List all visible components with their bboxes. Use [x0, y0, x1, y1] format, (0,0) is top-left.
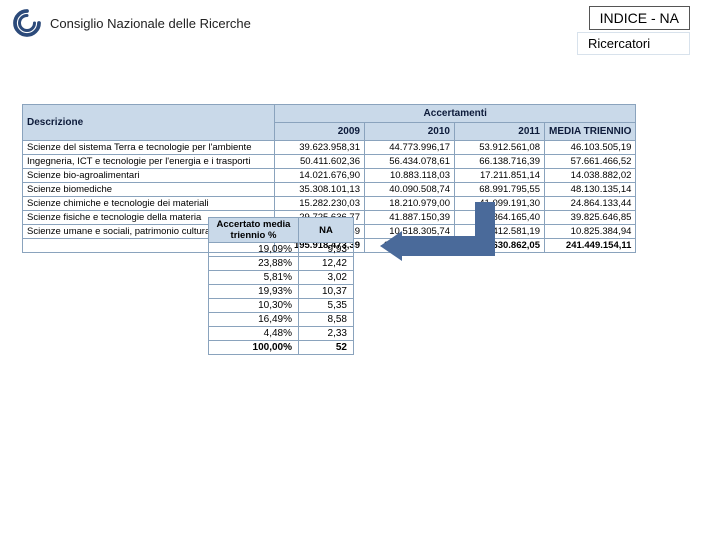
value-cell: 19,93% [209, 285, 299, 299]
header: Consiglio Nazionale delle Ricerche INDIC… [0, 0, 720, 46]
col-na: NA [299, 218, 354, 243]
arrow-horizontal [400, 236, 495, 256]
value-cell: 41.887.150,39 [365, 211, 455, 225]
value-cell: 41.099.191,30 [455, 197, 545, 211]
value-cell: 48.130.135,14 [545, 183, 636, 197]
small-table-body: 19,09%9,9323,88%12,425,81%3,0219,93%10,3… [209, 243, 354, 355]
total-cell: 52 [299, 341, 354, 355]
value-cell: 10,37 [299, 285, 354, 299]
value-cell: 57.661.466,52 [545, 155, 636, 169]
value-cell: 9,93 [299, 243, 354, 257]
value-cell: 19,09% [209, 243, 299, 257]
table-row: 23,88%12,42 [209, 257, 354, 271]
value-cell: 14.021.676,90 [275, 169, 365, 183]
table-row: 10,30%5,35 [209, 299, 354, 313]
value-cell: 66.138.716,39 [455, 155, 545, 169]
value-cell: 4,48% [209, 327, 299, 341]
value-cell: 56.434.078,61 [365, 155, 455, 169]
table-row: 19,93%10,37 [209, 285, 354, 299]
ricercatori-box: Ricercatori [577, 32, 690, 55]
table-row: Ingegneria, ICT e tecnologie per l'energ… [23, 155, 636, 169]
desc-cell: Scienze biomediche [23, 183, 275, 197]
value-cell: 47.864.165,40 [455, 211, 545, 225]
value-cell: 5,81% [209, 271, 299, 285]
col-pct: Accertato media triennio % [209, 218, 299, 243]
value-cell: 53.912.561,08 [455, 141, 545, 155]
value-cell: 5,35 [299, 299, 354, 313]
value-cell: 14.038.882,02 [545, 169, 636, 183]
value-cell: 15.282.230,03 [275, 197, 365, 211]
section-header-row: Descrizione Accertamenti [23, 105, 636, 123]
table-row: 5,81%3,02 [209, 271, 354, 285]
value-cell: 23,88% [209, 257, 299, 271]
value-cell: 24.864.133,44 [545, 197, 636, 211]
value-cell: 10.883.118,03 [365, 169, 455, 183]
section-title: Accertamenti [275, 105, 636, 123]
value-cell: 44.773.996,17 [365, 141, 455, 155]
desc-cell: Scienze chimiche e tecnologie dei materi… [23, 197, 275, 211]
value-cell: 39.825.646,85 [545, 211, 636, 225]
total-cell: 241.449.154,11 [545, 239, 636, 253]
value-cell: 16,49% [209, 313, 299, 327]
col-2009: 2009 [275, 123, 365, 141]
value-cell: 18.210.979,00 [365, 197, 455, 211]
value-cell: 2,33 [299, 327, 354, 341]
value-cell: 17.211.851,14 [455, 169, 545, 183]
org-name: Consiglio Nazionale delle Ricerche [50, 16, 251, 31]
value-cell: 8,58 [299, 313, 354, 327]
col-2011: 2011 [455, 123, 545, 141]
table-row: Scienze bio-agroalimentari14.021.676,901… [23, 169, 636, 183]
value-cell: 10,30% [209, 299, 299, 313]
value-cell: 39.623.958,31 [275, 141, 365, 155]
indice-box: INDICE - NA [589, 6, 690, 30]
small-table: Accertato media triennio % NA 19,09%9,93… [208, 217, 354, 355]
small-header-row: Accertato media triennio % NA [209, 218, 354, 243]
value-cell: 68.991.795,55 [455, 183, 545, 197]
value-cell: 35.308.101,13 [275, 183, 365, 197]
value-cell: 50.411.602,36 [275, 155, 365, 169]
value-cell: 3,02 [299, 271, 354, 285]
desc-cell: Scienze bio-agroalimentari [23, 169, 275, 183]
table-row: Scienze del sistema Terra e tecnologie p… [23, 141, 636, 155]
arrow-head-icon [380, 231, 402, 261]
table-row: Scienze chimiche e tecnologie dei materi… [23, 197, 636, 211]
value-cell: 46.103.505,19 [545, 141, 636, 155]
totals-row: 100,00%52 [209, 341, 354, 355]
table-row: 19,09%9,93 [209, 243, 354, 257]
desc-cell: Scienze del sistema Terra e tecnologie p… [23, 141, 275, 155]
table-row: 16,49%8,58 [209, 313, 354, 327]
col-2010: 2010 [365, 123, 455, 141]
cnr-logo-icon [12, 8, 42, 38]
table-row: Scienze biomediche35.308.101,1340.090.50… [23, 183, 636, 197]
value-cell: 40.090.508,74 [365, 183, 455, 197]
value-cell: 10.825.384,94 [545, 225, 636, 239]
col-media: MEDIA TRIENNIO [545, 123, 636, 141]
col-descrizione: Descrizione [23, 105, 275, 141]
value-cell: 12,42 [299, 257, 354, 271]
desc-cell: Ingegneria, ICT e tecnologie per l'energ… [23, 155, 275, 169]
table-row: 4,48%2,33 [209, 327, 354, 341]
total-cell: 100,00% [209, 341, 299, 355]
arrow-vertical [475, 202, 495, 236]
